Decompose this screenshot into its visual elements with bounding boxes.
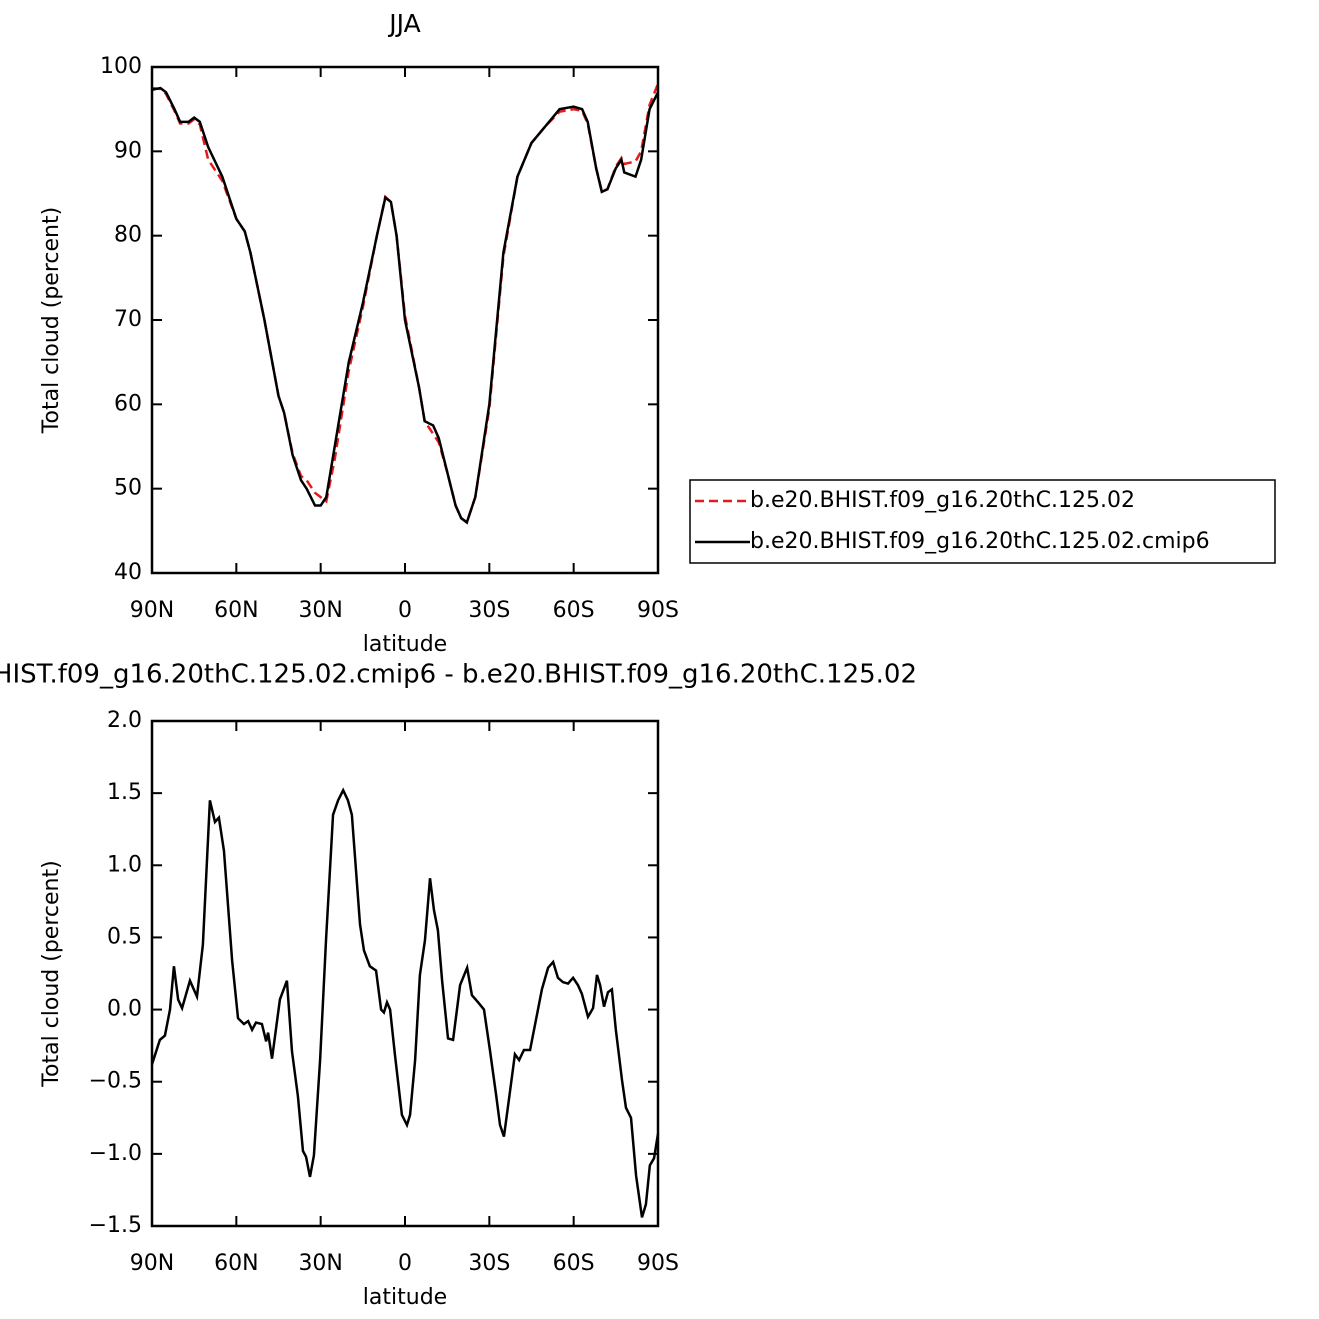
y-tick-label: 70 bbox=[114, 307, 142, 332]
x-tick-label: 60N bbox=[214, 598, 258, 623]
y-tick-label: 1.0 bbox=[107, 852, 142, 877]
x-tick-label: 60S bbox=[553, 1251, 595, 1276]
x-tick-label: 90S bbox=[637, 598, 679, 623]
y-tick-label: 0.0 bbox=[107, 997, 142, 1022]
x-tick-label: 30N bbox=[298, 598, 342, 623]
y-tick-label: 2.0 bbox=[107, 708, 142, 733]
x-tick-label: 60S bbox=[553, 598, 595, 623]
legend-label: b.e20.BHIST.f09_g16.20thC.125.02 bbox=[750, 488, 1135, 513]
y-tick-label: 100 bbox=[100, 54, 142, 79]
legend-label: b.e20.BHIST.f09_g16.20thC.125.02.cmip6 bbox=[750, 529, 1210, 554]
x-tick-label: 90N bbox=[130, 598, 174, 623]
chart-title: JJA bbox=[387, 9, 420, 38]
x-tick-label: 0 bbox=[398, 1251, 412, 1276]
y-axis-label: Total cloud (percent) bbox=[39, 207, 64, 434]
y-tick-label: −1.5 bbox=[89, 1213, 142, 1238]
y-tick-label: −0.5 bbox=[89, 1069, 142, 1094]
chart-title: b.e20.BHIST.f09_g16.20thC.125.02.cmip6 -… bbox=[0, 660, 917, 690]
x-axis-label: latitude bbox=[363, 632, 447, 657]
y-tick-label: 60 bbox=[114, 391, 142, 416]
data-line bbox=[151, 86, 660, 525]
y-tick-label: −1.0 bbox=[89, 1141, 142, 1166]
x-axis-label: latitude bbox=[363, 1285, 447, 1310]
x-tick-label: 0 bbox=[398, 598, 412, 623]
y-tick-label: 80 bbox=[114, 223, 142, 248]
x-tick-label: 90S bbox=[637, 1251, 679, 1276]
x-tick-label: 30S bbox=[468, 1251, 510, 1276]
y-tick-label: 90 bbox=[114, 138, 142, 163]
legend-box bbox=[689, 479, 1276, 564]
data-line bbox=[150, 787, 660, 1218]
data-line bbox=[151, 83, 660, 525]
x-tick-label: 60N bbox=[214, 1251, 258, 1276]
plot-frame bbox=[150, 65, 660, 575]
x-tick-label: 30N bbox=[298, 1251, 342, 1276]
y-tick-label: 0.5 bbox=[107, 924, 142, 949]
plot-frame bbox=[150, 719, 660, 1228]
x-tick-label: 90N bbox=[130, 1251, 174, 1276]
y-axis-label: Total cloud (percent) bbox=[39, 860, 64, 1087]
y-tick-label: 40 bbox=[114, 560, 142, 585]
y-tick-label: 1.5 bbox=[107, 780, 142, 805]
y-tick-label: 50 bbox=[114, 476, 142, 501]
x-tick-label: 30S bbox=[468, 598, 510, 623]
